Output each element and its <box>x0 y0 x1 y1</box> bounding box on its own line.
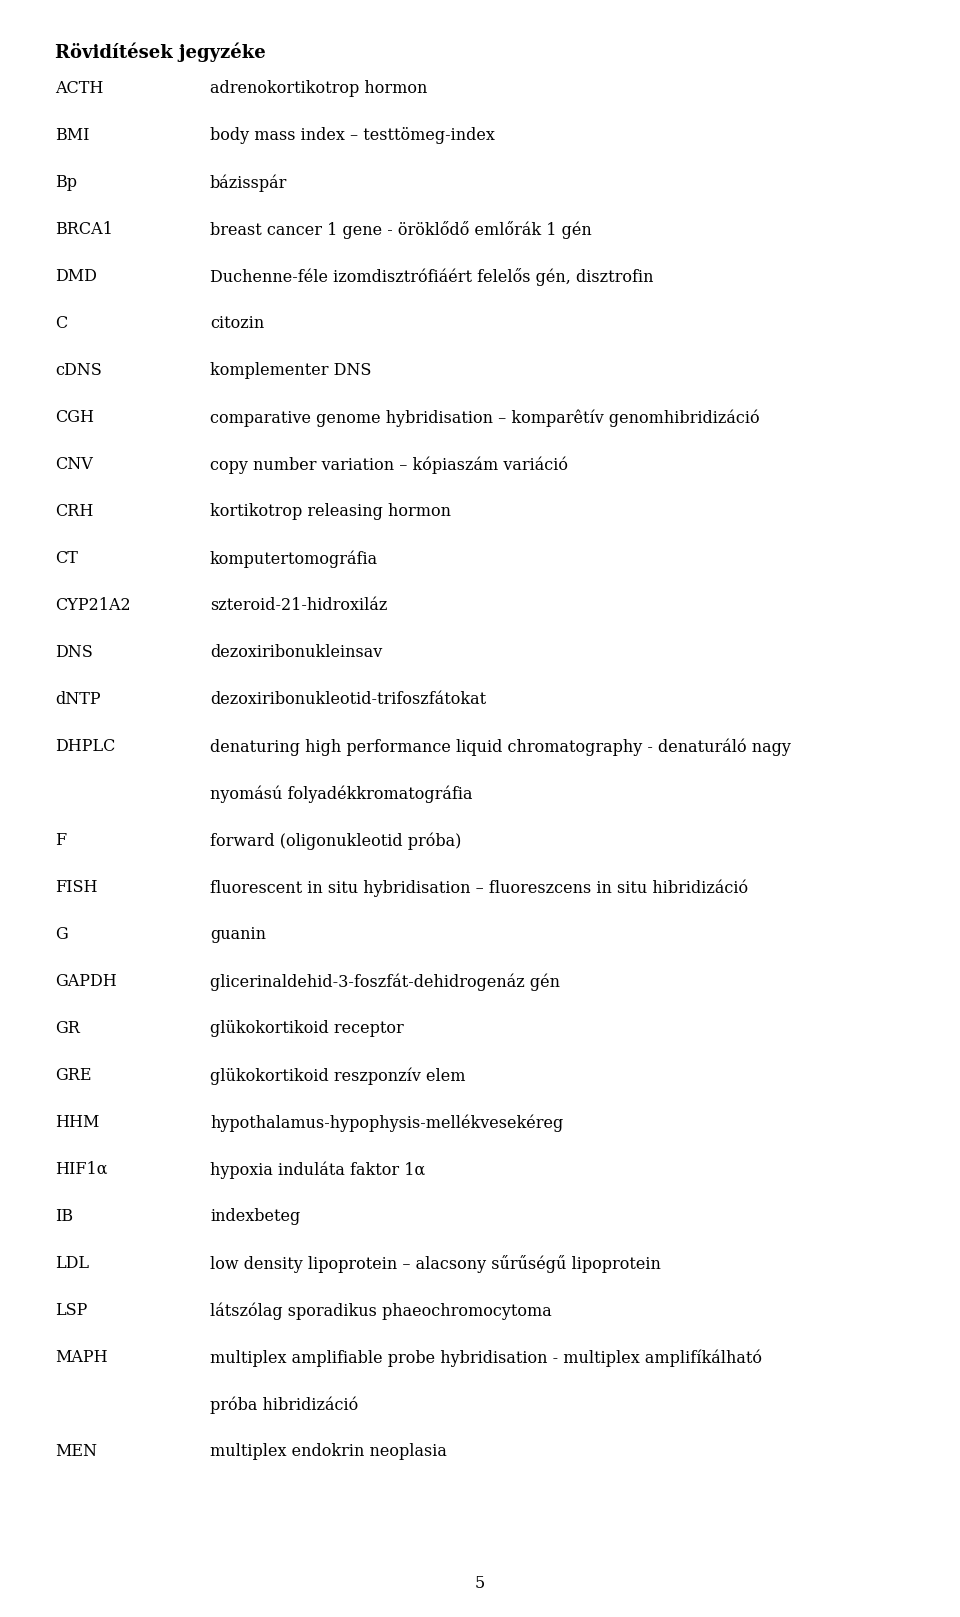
Text: hypothalamus-hypophysis-mellékvesekéreg: hypothalamus-hypophysis-mellékvesekéreg <box>210 1114 564 1132</box>
Text: GR: GR <box>55 1020 80 1036</box>
Text: dNTP: dNTP <box>55 690 101 708</box>
Text: copy number variation – kópiaszám variáció: copy number variation – kópiaszám variác… <box>210 456 568 474</box>
Text: ACTH: ACTH <box>55 79 104 97</box>
Text: glicerinaldehid-3-foszfát-dehidrogenáz gén: glicerinaldehid-3-foszfát-dehidrogenáz g… <box>210 973 560 991</box>
Text: low density lipoprotein – alacsony sűrűségű lipoprotein: low density lipoprotein – alacsony sűrűs… <box>210 1255 660 1273</box>
Text: adrenokortikotrop hormon: adrenokortikotrop hormon <box>210 79 427 97</box>
Text: DNS: DNS <box>55 644 93 661</box>
Text: hypoxia induláta faktor 1α: hypoxia induláta faktor 1α <box>210 1161 425 1179</box>
Text: cDNS: cDNS <box>55 362 102 378</box>
Text: dezoxiribonukleotid-trifoszfátokat: dezoxiribonukleotid-trifoszfátokat <box>210 690 486 708</box>
Text: próba hibridizáció: próba hibridizáció <box>210 1395 358 1413</box>
Text: body mass index – testtömeg-index: body mass index – testtömeg-index <box>210 128 494 144</box>
Text: G: G <box>55 927 68 943</box>
Text: CRH: CRH <box>55 503 93 521</box>
Text: GRE: GRE <box>55 1067 91 1083</box>
Text: guanin: guanin <box>210 927 266 943</box>
Text: CNV: CNV <box>55 456 93 474</box>
Text: BMI: BMI <box>55 128 89 144</box>
Text: glükokortikoid reszponzív elem: glükokortikoid reszponzív elem <box>210 1067 466 1085</box>
Text: Bp: Bp <box>55 175 77 191</box>
Text: HHM: HHM <box>55 1114 100 1130</box>
Text: CGH: CGH <box>55 409 94 425</box>
Text: DHPLC: DHPLC <box>55 737 115 755</box>
Text: Duchenne-féle izomdisztrófiáért felelős gén, disztrofin: Duchenne-féle izomdisztrófiáért felelős … <box>210 268 654 286</box>
Text: F: F <box>55 833 66 849</box>
Text: MEN: MEN <box>55 1442 97 1460</box>
Text: breast cancer 1 gene - öröklődő emlőrák 1 gén: breast cancer 1 gene - öröklődő emlőrák … <box>210 222 591 239</box>
Text: GAPDH: GAPDH <box>55 973 117 990</box>
Text: MAPH: MAPH <box>55 1349 108 1366</box>
Text: komputertomográfia: komputertomográfia <box>210 550 378 568</box>
Text: LDL: LDL <box>55 1255 89 1273</box>
Text: CT: CT <box>55 550 78 568</box>
Text: nyomású folyadékkromatográfia: nyomású folyadékkromatográfia <box>210 784 472 802</box>
Text: DMD: DMD <box>55 268 97 285</box>
Text: bázisspár: bázisspár <box>210 175 287 191</box>
Text: dezoxiribonukleinsav: dezoxiribonukleinsav <box>210 644 382 661</box>
Text: HIF1α: HIF1α <box>55 1161 108 1179</box>
Text: multiplex amplifiable probe hybridisation - multiplex amplifíkálható: multiplex amplifiable probe hybridisatio… <box>210 1349 762 1366</box>
Text: BRCA1: BRCA1 <box>55 222 113 238</box>
Text: IB: IB <box>55 1208 73 1226</box>
Text: kortikotrop releasing hormon: kortikotrop releasing hormon <box>210 503 451 521</box>
Text: Rövidítések jegyzéke: Rövidítések jegyzéke <box>55 42 266 61</box>
Text: fluorescent in situ hybridisation – fluoreszcens in situ hibridizáció: fluorescent in situ hybridisation – fluo… <box>210 880 748 896</box>
Text: C: C <box>55 315 67 331</box>
Text: 5: 5 <box>475 1575 485 1593</box>
Text: CYP21A2: CYP21A2 <box>55 597 131 614</box>
Text: citozin: citozin <box>210 315 264 331</box>
Text: denaturing high performance liquid chromatography - denaturáló nagy: denaturing high performance liquid chrom… <box>210 737 791 755</box>
Text: látszólag sporadikus phaeochromocytoma: látszólag sporadikus phaeochromocytoma <box>210 1302 552 1319</box>
Text: indexbeteg: indexbeteg <box>210 1208 300 1226</box>
Text: LSP: LSP <box>55 1302 87 1319</box>
Text: forward (oligonukleotid próba): forward (oligonukleotid próba) <box>210 833 462 849</box>
Text: szteroid-21-hidroxiláz: szteroid-21-hidroxiláz <box>210 597 388 614</box>
Text: FISH: FISH <box>55 880 98 896</box>
Text: multiplex endokrin neoplasia: multiplex endokrin neoplasia <box>210 1442 446 1460</box>
Text: komplementer DNS: komplementer DNS <box>210 362 372 378</box>
Text: comparative genome hybridisation – komparêtív genomhibridizáció: comparative genome hybridisation – kompa… <box>210 409 759 427</box>
Text: glükokortikoid receptor: glükokortikoid receptor <box>210 1020 404 1036</box>
